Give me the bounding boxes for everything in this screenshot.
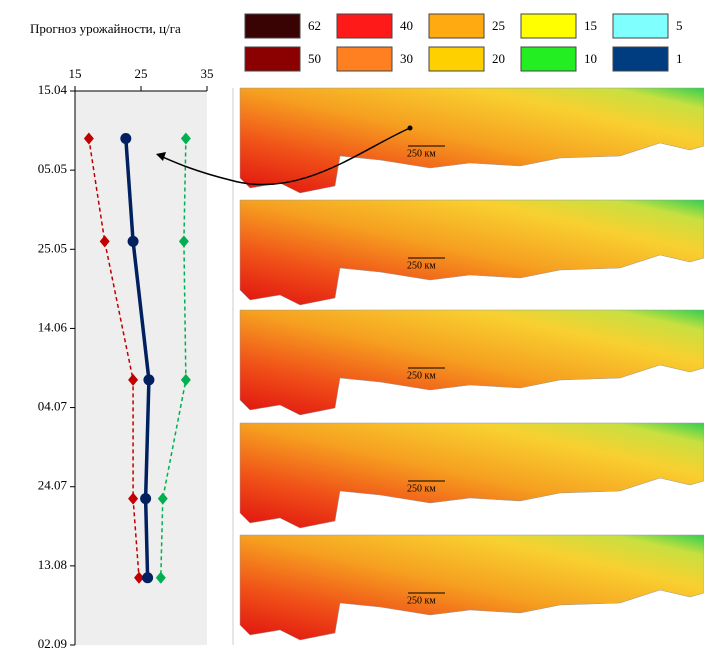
maps: 250 км 250 км 250 км 250 км 250 км [239, 87, 704, 641]
marker [178, 235, 189, 248]
y-tick-label: 02.09 [38, 636, 67, 651]
marker [140, 493, 152, 505]
y-tick-label: 25.05 [38, 240, 67, 255]
legend-label: 25 [492, 18, 505, 33]
arrow [157, 127, 411, 186]
legend-label: 20 [492, 51, 505, 66]
legend-label: 62 [308, 18, 321, 33]
legend-swatch [428, 46, 485, 72]
marker [157, 492, 168, 505]
marker [128, 492, 139, 505]
legend-label: 15 [584, 18, 597, 33]
x-tick-label: 25 [135, 66, 148, 81]
legend-title: Прогноз урожайности, ц/га [30, 21, 181, 36]
map-scale-label: 250 км [407, 148, 436, 159]
legend: 62 50 40 30 25 20 15 10 5 1 [244, 13, 683, 72]
legend-label: 1 [676, 51, 683, 66]
marker [134, 571, 145, 584]
legend-swatch [520, 46, 577, 72]
legend-swatch [612, 46, 669, 72]
map [239, 309, 704, 416]
map [239, 534, 704, 641]
plot: 15 25 35 15.04 05.05 25.05 14.06 04.07 24.07 13.0… [38, 66, 214, 651]
legend-label: 50 [308, 51, 321, 66]
map [239, 199, 704, 306]
marker [128, 373, 139, 386]
map-scale-label: 250 км [407, 595, 436, 606]
map-scale-label: 250 км [407, 483, 436, 494]
legend-swatch [428, 13, 485, 39]
y-tick-label: 15.04 [38, 82, 68, 97]
legend-label: 30 [400, 51, 413, 66]
legend-label: 5 [676, 18, 683, 33]
marker [180, 132, 191, 145]
marker [143, 374, 155, 386]
marker [155, 571, 166, 584]
marker [83, 132, 94, 145]
x-tick-label: 35 [201, 66, 214, 81]
y-tick-label: 05.05 [38, 161, 67, 176]
map-scale-label: 250 км [407, 260, 436, 271]
legend-swatch [612, 13, 669, 39]
x-tick-label: 15 [69, 66, 82, 81]
marker [99, 235, 110, 248]
legend-swatch [520, 13, 577, 39]
legend-swatch [244, 13, 301, 39]
y-tick-label: 13.08 [38, 557, 67, 572]
map [239, 422, 704, 529]
legend-swatch [336, 46, 393, 72]
y-tick-label: 04.07 [38, 399, 68, 414]
arrow-origin [407, 125, 413, 131]
arrow-head [156, 152, 166, 161]
y-tick-label: 14.06 [38, 319, 68, 334]
legend-label: 40 [400, 18, 413, 33]
map-scale-label: 250 км [407, 370, 436, 381]
marker [127, 235, 139, 247]
marker [120, 132, 132, 144]
legend-label: 10 [584, 51, 597, 66]
y-tick-label: 24.07 [38, 478, 68, 493]
marker [180, 373, 191, 386]
legend-swatch [244, 46, 301, 72]
marker [142, 572, 154, 584]
legend-swatch [336, 13, 393, 39]
